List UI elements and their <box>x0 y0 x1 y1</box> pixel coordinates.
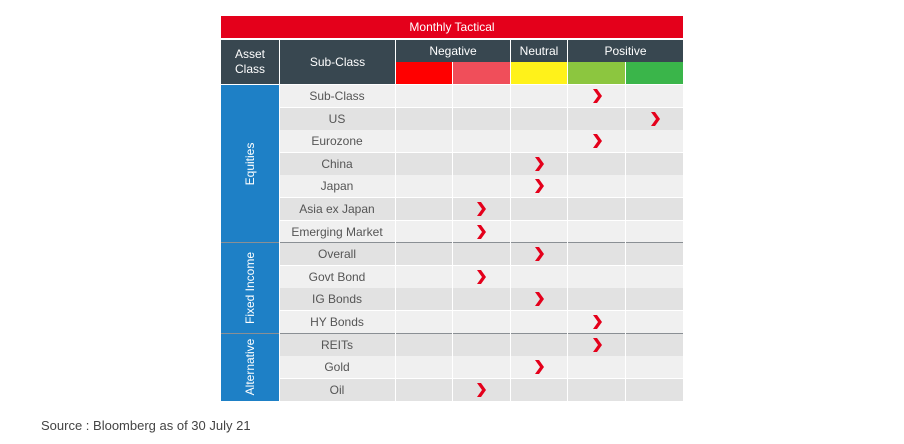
asset-class-label: Alternative <box>243 339 257 396</box>
position-marker-icon <box>453 221 510 243</box>
sub-class-label: Gold <box>324 360 350 375</box>
position-marker-icon <box>511 288 568 310</box>
position-marker-icon <box>511 153 568 175</box>
header-negative: Negative <box>396 40 510 62</box>
position-marker-icon <box>453 379 510 401</box>
sub-class-label: Overall <box>317 247 356 262</box>
sub-class-label: Japan <box>320 179 354 194</box>
table-row: Japan <box>279 175 683 198</box>
column-divider <box>567 85 568 402</box>
position-marker-icon <box>569 311 626 333</box>
sub-class-label: Govt Bond <box>308 269 366 284</box>
scale-swatch-1 <box>396 62 452 84</box>
asset-class-fixed-income: Fixed Income <box>221 243 279 334</box>
table-row: Sub-Class <box>279 85 683 107</box>
table-row: Overall <box>279 243 683 266</box>
table-row: Eurozone <box>279 130 683 153</box>
column-divider <box>452 85 453 402</box>
column-divider <box>625 85 626 402</box>
scale-swatch-4 <box>568 62 625 84</box>
table-row: Oil <box>279 378 683 401</box>
asset-class-equities: Equities <box>221 85 279 244</box>
sub-class-label: Eurozone <box>311 134 363 149</box>
position-marker-icon <box>511 356 568 378</box>
scale-swatch-2 <box>453 62 510 84</box>
sub-class-label: HY Bonds <box>310 315 364 329</box>
position-marker-icon <box>569 334 626 356</box>
source-note: Source : Bloomberg as of 30 July 21 <box>41 418 251 433</box>
table-row: IG Bonds <box>279 288 683 311</box>
position-marker-icon <box>569 130 626 152</box>
table-row: Emerging Market <box>279 220 683 243</box>
sub-class-label: Oil <box>329 382 345 397</box>
sub-class-label: REITs <box>320 337 353 352</box>
table-title: Monthly Tactical <box>221 16 683 38</box>
sub-class-label: Sub-Class <box>309 89 365 103</box>
position-marker-icon <box>627 108 684 130</box>
scale-swatch-5 <box>626 62 683 84</box>
table-row: Asia ex Japan <box>279 198 683 220</box>
sub-class-label: Emerging Market <box>291 224 383 239</box>
table-row: China <box>279 152 683 175</box>
position-marker-icon <box>453 198 510 220</box>
scale-swatch-3 <box>511 62 567 84</box>
table-row: Govt Bond <box>279 265 683 288</box>
sub-class-label: Asia ex Japan <box>299 202 375 216</box>
position-marker-icon <box>511 175 568 197</box>
position-marker-icon <box>569 85 626 107</box>
table-row: US <box>279 107 684 130</box>
column-divider <box>279 85 280 402</box>
header-neutral: Neutral <box>511 40 567 62</box>
table-row: REITs <box>279 333 683 356</box>
column-divider <box>395 85 396 402</box>
asset-class-alternative: Alternative <box>221 333 279 402</box>
sub-class-label: IG Bonds <box>311 292 363 307</box>
table-row: HY Bonds <box>279 311 683 333</box>
column-divider <box>510 85 511 402</box>
asset-class-label: Equities <box>243 142 257 186</box>
header-positive: Positive <box>568 40 683 62</box>
sub-class-label: US <box>328 111 346 126</box>
sub-class-label: China <box>321 156 353 171</box>
position-marker-icon <box>511 243 568 265</box>
table-row: Gold <box>279 356 683 379</box>
position-marker-icon <box>453 266 510 288</box>
header-asset-class: Asset Class <box>221 40 279 84</box>
asset-class-label: Fixed Income <box>243 252 257 325</box>
header-sub-class: Sub-Class <box>280 40 395 84</box>
